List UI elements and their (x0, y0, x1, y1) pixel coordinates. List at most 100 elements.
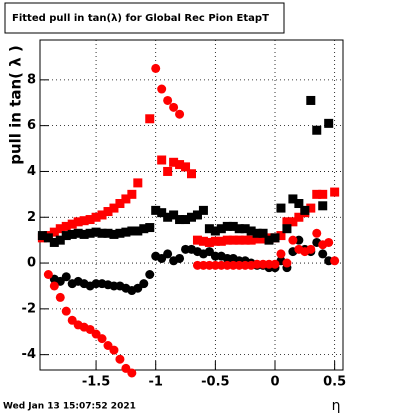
x-tick-label: -1 (148, 375, 162, 390)
square-marker (97, 228, 107, 238)
square-marker (115, 228, 125, 238)
circle-marker (145, 270, 155, 280)
circle-marker (43, 270, 53, 280)
square-marker (61, 221, 71, 231)
square-marker (115, 199, 125, 209)
square-marker (139, 224, 149, 234)
square-marker (121, 194, 131, 204)
square-marker (187, 212, 196, 222)
plot-area (39, 39, 344, 371)
square-marker (198, 236, 208, 246)
square-marker (49, 237, 59, 247)
circle-marker (175, 253, 185, 263)
square-marker (157, 155, 167, 165)
square-marker (312, 189, 322, 199)
square-marker (55, 235, 65, 245)
square-marker (288, 217, 298, 227)
square-marker (163, 212, 173, 222)
circle-marker (49, 281, 59, 291)
square-marker (228, 235, 238, 245)
square-marker (258, 228, 268, 238)
y-tick-label: -4 (22, 347, 36, 362)
square-marker (151, 205, 161, 215)
y-tick-label: 4 (27, 164, 36, 179)
circle-marker (324, 237, 334, 247)
square-marker (240, 235, 250, 245)
square-marker (91, 227, 101, 237)
circle-marker (282, 258, 292, 268)
circle-marker (288, 235, 298, 245)
circle-marker (330, 256, 340, 266)
x-tick-label: 0 (270, 375, 279, 390)
square-marker (306, 203, 316, 213)
square-marker (216, 224, 226, 234)
x-axis-label: η (332, 398, 341, 414)
title-box (4, 2, 285, 34)
circle-marker (276, 249, 286, 259)
square-marker (49, 227, 59, 237)
square-marker (103, 228, 113, 238)
square-marker (264, 235, 274, 245)
square-marker (276, 231, 286, 241)
square-marker (85, 215, 95, 225)
square-marker (61, 231, 71, 241)
square-marker (175, 215, 185, 225)
square-marker (318, 189, 328, 199)
square-marker (73, 228, 83, 238)
square-marker (204, 237, 214, 247)
circle-marker (270, 259, 280, 269)
chart-title: Fitted pull in tan(λ) for Global Rec Pio… (12, 13, 269, 24)
circle-marker (312, 228, 322, 238)
square-marker (234, 235, 244, 245)
square-marker (300, 205, 310, 215)
y-tick-label: 6 (27, 118, 36, 133)
square-marker (306, 95, 316, 105)
square-marker (169, 157, 179, 167)
square-marker (222, 235, 232, 245)
square-marker (145, 223, 155, 233)
square-marker (294, 199, 304, 209)
square-marker (85, 228, 95, 238)
x-tick-label: 0.5 (323, 375, 346, 390)
square-marker (276, 203, 286, 213)
circle-marker (127, 368, 137, 378)
square-marker (240, 224, 250, 234)
circle-marker (61, 272, 71, 282)
square-marker (282, 217, 292, 227)
circle-marker (306, 244, 316, 254)
circle-marker (109, 345, 119, 355)
square-marker (198, 205, 208, 215)
square-marker (192, 235, 202, 245)
square-marker (145, 114, 155, 124)
y-tick-label: -2 (22, 301, 36, 316)
square-marker (210, 236, 220, 246)
square-marker (97, 210, 107, 220)
x-tick-label: -1.5 (82, 375, 110, 390)
circle-marker (115, 354, 125, 364)
square-marker (109, 203, 119, 213)
square-marker (318, 201, 328, 211)
square-marker (109, 229, 119, 239)
square-marker (175, 160, 185, 170)
square-marker (270, 233, 280, 243)
square-marker (228, 221, 238, 231)
square-marker (127, 189, 137, 199)
circle-marker (139, 279, 149, 289)
square-marker (312, 125, 322, 135)
square-marker (246, 235, 256, 245)
square-marker (216, 236, 226, 246)
circle-marker (151, 63, 161, 73)
circle-marker (318, 249, 328, 259)
y-axis-label: pull in tan( λ ) (7, 45, 25, 165)
circle-marker (169, 102, 179, 112)
square-marker (294, 212, 304, 222)
square-marker (121, 227, 131, 237)
square-marker (187, 169, 196, 179)
y-tick-label: 8 (27, 72, 36, 87)
square-marker (157, 208, 167, 218)
square-marker (282, 224, 292, 234)
square-marker (181, 162, 191, 172)
square-marker (252, 228, 262, 238)
square-marker (204, 224, 214, 234)
